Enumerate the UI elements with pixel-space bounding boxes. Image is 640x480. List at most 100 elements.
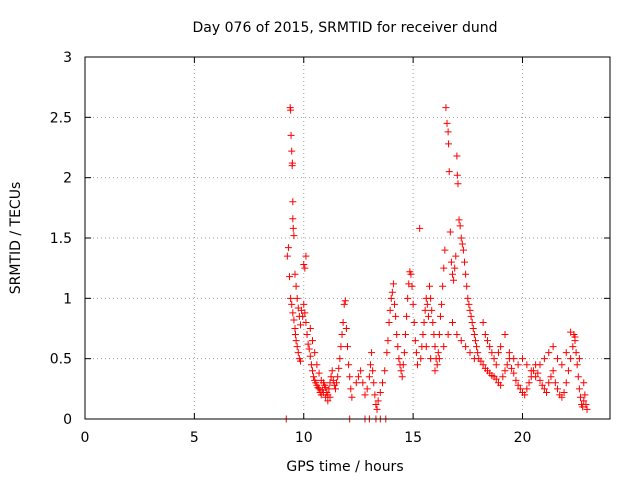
- data-point: [313, 361, 321, 369]
- data-point: [574, 373, 582, 381]
- data-point: [551, 379, 559, 387]
- data-point: [287, 294, 295, 302]
- data-point: [545, 379, 553, 387]
- data-point: [492, 375, 500, 383]
- data-point: [484, 337, 491, 345]
- data-point: [333, 379, 341, 387]
- data-point: [296, 321, 304, 329]
- data-point: [545, 349, 553, 357]
- data-point: [306, 352, 314, 360]
- data-point: [580, 379, 588, 387]
- data-point: [326, 393, 334, 401]
- data-point: [576, 393, 584, 401]
- data-point: [527, 367, 535, 375]
- data-point: [348, 393, 356, 401]
- data-point: [503, 361, 511, 369]
- data-point: [300, 300, 308, 308]
- data-point: [352, 379, 360, 387]
- data-point: [549, 367, 557, 375]
- data-point: [469, 325, 477, 332]
- data-point: [471, 337, 479, 345]
- data-point: [532, 373, 540, 381]
- data-point: [407, 270, 415, 278]
- data-point: [466, 306, 474, 314]
- data-point: [398, 373, 406, 381]
- data-point: [292, 337, 300, 345]
- data-point: [292, 282, 300, 290]
- data-point: [359, 379, 367, 387]
- x-tick-label: 0: [81, 430, 90, 446]
- data-point: [357, 367, 365, 375]
- data-point: [523, 361, 531, 369]
- data-point: [486, 343, 494, 351]
- data-point: [293, 294, 301, 302]
- data-point: [311, 349, 319, 357]
- data-point: [420, 318, 428, 326]
- data-point: [497, 343, 505, 351]
- data-point: [505, 349, 513, 357]
- y-tick-label: 2.5: [50, 110, 72, 126]
- data-point: [400, 349, 408, 357]
- data-point: [572, 349, 580, 357]
- data-point: [291, 325, 299, 332]
- x-tick-label: 10: [295, 430, 313, 446]
- x-tick-label: 15: [404, 430, 422, 446]
- data-point: [301, 309, 309, 317]
- data-point: [540, 355, 548, 363]
- data-point: [428, 306, 436, 314]
- data-point: [492, 361, 500, 369]
- data-point: [470, 331, 478, 339]
- data-point: [368, 349, 376, 357]
- data-point: [435, 331, 443, 339]
- data-point: [419, 331, 427, 339]
- data-point: [488, 349, 496, 357]
- data-point: [411, 337, 419, 345]
- data-point: [560, 388, 568, 396]
- data-point: [289, 215, 297, 223]
- data-point: [374, 397, 382, 405]
- data-point: [293, 343, 301, 351]
- x-tick-label: 5: [190, 430, 199, 446]
- data-point: [421, 306, 429, 314]
- x-axis-label: GPS time / hours: [286, 459, 403, 475]
- data-point: [479, 318, 487, 326]
- data-point: [288, 300, 296, 308]
- data-point: [457, 337, 465, 345]
- data-point: [453, 331, 461, 339]
- data-point: [309, 367, 316, 375]
- data-point: [510, 369, 518, 377]
- data-point: [387, 294, 395, 302]
- data-point: [453, 152, 461, 160]
- data-point: [573, 361, 581, 369]
- data-point: [439, 282, 447, 290]
- data-point: [510, 355, 518, 363]
- data-point: [363, 385, 371, 393]
- data-point: [445, 140, 453, 148]
- data-point: [562, 379, 570, 387]
- data-point: [501, 367, 509, 375]
- data-point: [547, 373, 555, 381]
- data-point: [521, 391, 529, 399]
- data-point: [379, 379, 386, 387]
- data-point: [302, 252, 310, 260]
- data-point: [454, 180, 462, 188]
- data-point: [440, 264, 448, 272]
- data-point: [384, 337, 392, 345]
- data-point: [497, 381, 505, 389]
- data-point: [284, 244, 292, 252]
- data-point: [300, 261, 308, 269]
- data-point: [290, 232, 298, 240]
- data-point: [583, 405, 591, 413]
- data-point: [331, 385, 339, 393]
- data-point: [427, 355, 435, 363]
- data-point: [408, 282, 416, 290]
- data-point: [389, 280, 397, 288]
- data-point: [310, 373, 318, 381]
- data-point: [301, 264, 309, 272]
- data-point: [289, 309, 297, 317]
- data-point: [435, 355, 443, 363]
- data-point: [540, 385, 548, 393]
- data-point: [383, 349, 391, 357]
- data-point: [534, 369, 542, 377]
- data-point: [465, 300, 473, 308]
